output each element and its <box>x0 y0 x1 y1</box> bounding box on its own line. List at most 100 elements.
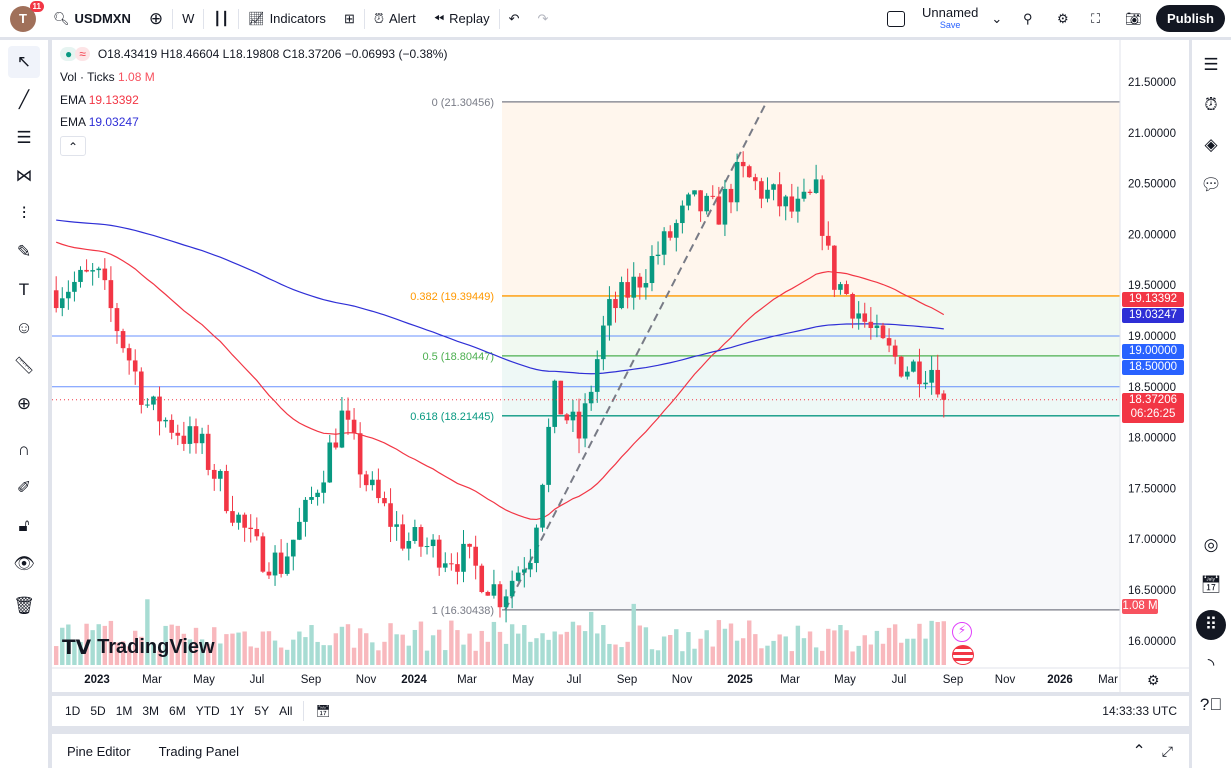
symbol-search-button[interactable]: 🔍︎ USDMXN <box>53 10 131 27</box>
measure-tool[interactable]: 📏︎ <box>8 350 40 382</box>
templates-button[interactable]: ⊞ <box>335 0 364 37</box>
collapse-legend-button[interactable]: ⌃ <box>60 136 86 156</box>
chart-type-button[interactable]: ┃┃ <box>204 0 238 37</box>
time-axis-tick: Sep <box>617 674 637 686</box>
axis-settings-button[interactable]: ⚙︎ <box>1147 672 1160 689</box>
price-axis-tick: 18.50000 <box>1128 382 1176 394</box>
pine-editor-tab[interactable]: Pine Editor <box>67 743 131 759</box>
brush-tool[interactable]: ✎ <box>8 236 40 268</box>
stay-drawing-tool[interactable]: ✐ <box>8 472 40 504</box>
range-ytd[interactable]: YTD <box>195 704 220 718</box>
candle-body <box>53 290 59 309</box>
volume-bar <box>807 631 813 665</box>
volume-bar <box>376 650 381 665</box>
remove-tool[interactable]: 🗑︎ <box>8 590 40 622</box>
volume-bar <box>60 627 65 665</box>
ema-slow-legend[interactable]: EMA 19.03247 <box>60 115 139 129</box>
range-3m[interactable]: 3M <box>142 704 160 718</box>
line-icon: ╱ <box>18 90 30 109</box>
range-1m[interactable]: 1M <box>115 704 133 718</box>
indicators-button[interactable]: 📈︎ Indicators <box>248 10 326 27</box>
redo-button[interactable]: ↷ <box>529 0 558 37</box>
volume-bar <box>181 633 187 665</box>
calendar-button[interactable]: 📅︎ <box>1196 570 1226 600</box>
avatar[interactable]: T 11 <box>10 0 44 32</box>
publish-button[interactable]: Publish <box>1156 5 1225 32</box>
range-5d[interactable]: 5D <box>90 704 106 718</box>
volume-bar <box>868 644 874 665</box>
layout-menu-button[interactable]: Unnamed Save ⌄ <box>878 0 1011 37</box>
candle-body <box>96 268 102 271</box>
apps-button[interactable]: ⠿ <box>1196 610 1226 640</box>
events-icon[interactable]: ⚡︎ <box>952 622 972 642</box>
settings-button[interactable]: ⚙︎ <box>1048 0 1078 37</box>
hide-tool[interactable]: 👁︎ <box>8 548 40 580</box>
streams-button[interactable]: ◝ <box>1196 650 1226 680</box>
range-1y[interactable]: 1Y <box>229 704 245 718</box>
interval-button[interactable]: W <box>182 11 195 26</box>
volume-bar <box>139 636 144 665</box>
volume-bar <box>905 638 910 665</box>
emoji-tool[interactable]: ☺ <box>8 312 40 344</box>
volume-bar <box>66 624 71 665</box>
candle-body <box>759 181 764 199</box>
trading-panel-tab[interactable]: Trading Panel <box>158 743 240 759</box>
ema-fast-legend[interactable]: EMA 19.13392 <box>60 93 139 107</box>
undo-button[interactable]: ↶ <box>500 0 529 37</box>
range-5y[interactable]: 5Y <box>254 704 270 718</box>
candle-body <box>321 482 326 493</box>
fullscreen-button[interactable]: ⛶ <box>1082 0 1109 37</box>
text-tool[interactable]: T <box>8 274 40 306</box>
replay-button[interactable]: ⏪︎ Replay <box>433 10 490 27</box>
candle-body <box>303 499 308 522</box>
candle-body <box>254 529 260 537</box>
volume-bar <box>193 627 199 665</box>
collapse-panel-button[interactable]: ⌃ <box>1132 741 1145 761</box>
target-button[interactable]: ◎ <box>1196 530 1226 560</box>
chat-button[interactable]: 💬︎ <box>1196 170 1226 200</box>
range-1d[interactable]: 1D <box>65 704 81 718</box>
time-axis-tick: Jul <box>892 674 907 686</box>
range-6m[interactable]: 6M <box>169 704 186 718</box>
volume-bar <box>187 639 193 665</box>
candle-body <box>929 369 934 383</box>
pattern-tool[interactable]: ⋈ <box>8 160 40 192</box>
cursor-tool[interactable]: ↖ <box>8 46 40 78</box>
trend-line-tool[interactable]: ╱ <box>8 84 40 116</box>
chart-area[interactable]: 0 (21.30456) 0.382 (19.39449) 0.5 (18.8044… <box>52 40 1189 692</box>
volume-bar <box>443 650 448 665</box>
candle-body <box>905 371 910 377</box>
alert-button[interactable]: ⏰︎ Alert <box>373 10 416 27</box>
time-axis-tick: 2025 <box>727 674 753 686</box>
search-icon: 🔍︎ <box>53 10 70 26</box>
candle-body <box>771 184 776 190</box>
maximize-panel-button[interactable]: ⤢ <box>1162 743 1173 760</box>
time-axis-tick: Sep <box>943 674 963 686</box>
cursor-icon: ↖ <box>16 52 32 71</box>
go-to-date-button[interactable]: 📅︎ <box>310 704 335 718</box>
candle-body <box>418 527 424 547</box>
prediction-tool[interactable]: ⫶ <box>8 198 40 230</box>
us-flag-economic-event-icon[interactable] <box>952 645 974 665</box>
compare-button[interactable]: ⊕ <box>140 0 172 37</box>
help-button[interactable]: ?⃝ <box>1196 690 1226 720</box>
alerts-button[interactable]: ⏰︎ <box>1196 90 1226 120</box>
fib-tool[interactable]: ☰ <box>8 122 40 154</box>
price-axis-tick: 20.00000 <box>1128 229 1176 241</box>
price-chart[interactable]: 0 (21.30456) 0.382 (19.39449) 0.5 (18.8044… <box>52 40 1189 692</box>
volume-bar <box>546 639 551 665</box>
volume-bar <box>655 650 661 665</box>
quick-search-button[interactable]: ⚲ <box>1014 0 1042 37</box>
volume-bar <box>78 642 83 665</box>
watchlist-button[interactable]: ☰ <box>1196 50 1226 80</box>
magnet-tool[interactable]: ∩ <box>8 434 40 466</box>
snapshot-button[interactable]: 📷︎ <box>1116 0 1151 37</box>
layers-button[interactable]: ◈ <box>1196 130 1226 160</box>
lock-tool[interactable]: 🔓︎ <box>8 510 40 542</box>
range-all[interactable]: All <box>279 704 293 718</box>
zoom-tool[interactable]: ⊕ <box>8 388 40 420</box>
delayed-data-icon: ≈ <box>75 47 90 61</box>
clock[interactable]: 14:33:33 UTC <box>1102 704 1177 718</box>
price-axis-tick: 20.50000 <box>1128 179 1176 191</box>
volume-legend[interactable]: Vol · Ticks 1.08 M <box>60 70 155 84</box>
